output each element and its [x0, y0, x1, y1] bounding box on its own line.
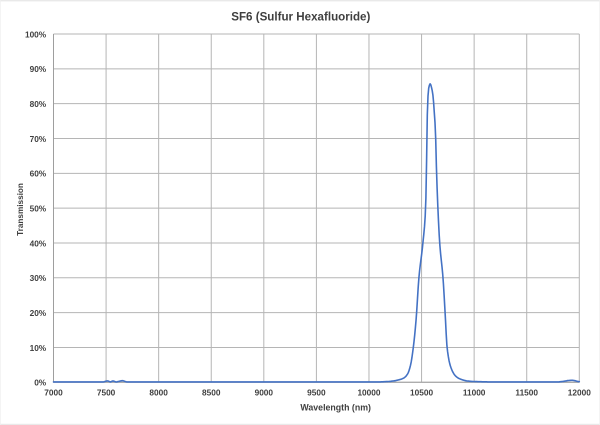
svg-text:7000: 7000 — [44, 388, 63, 398]
svg-text:80%: 80% — [30, 99, 47, 109]
svg-text:30%: 30% — [30, 273, 47, 283]
svg-text:40%: 40% — [30, 238, 47, 248]
svg-text:100%: 100% — [25, 29, 47, 39]
svg-text:7500: 7500 — [97, 388, 116, 398]
svg-text:12000: 12000 — [568, 388, 591, 398]
svg-text:0%: 0% — [34, 378, 47, 388]
svg-text:11500: 11500 — [515, 388, 538, 398]
svg-text:50%: 50% — [30, 204, 47, 214]
svg-text:9500: 9500 — [307, 388, 326, 398]
svg-text:8000: 8000 — [149, 388, 168, 398]
svg-text:8500: 8500 — [202, 388, 221, 398]
svg-text:10500: 10500 — [410, 388, 433, 398]
svg-text:20%: 20% — [30, 308, 47, 318]
svg-text:Wavelength (nm): Wavelength (nm) — [300, 403, 371, 413]
svg-text:SF6 (Sulfur Hexafluoride): SF6 (Sulfur Hexafluoride) — [231, 11, 370, 24]
svg-text:Transmission: Transmission — [16, 183, 25, 236]
svg-text:9000: 9000 — [255, 388, 274, 398]
svg-text:10000: 10000 — [357, 388, 380, 398]
svg-text:10%: 10% — [30, 343, 47, 353]
svg-text:90%: 90% — [30, 64, 47, 74]
svg-text:11000: 11000 — [463, 388, 486, 398]
svg-text:70%: 70% — [30, 134, 47, 144]
svg-text:60%: 60% — [30, 169, 47, 179]
